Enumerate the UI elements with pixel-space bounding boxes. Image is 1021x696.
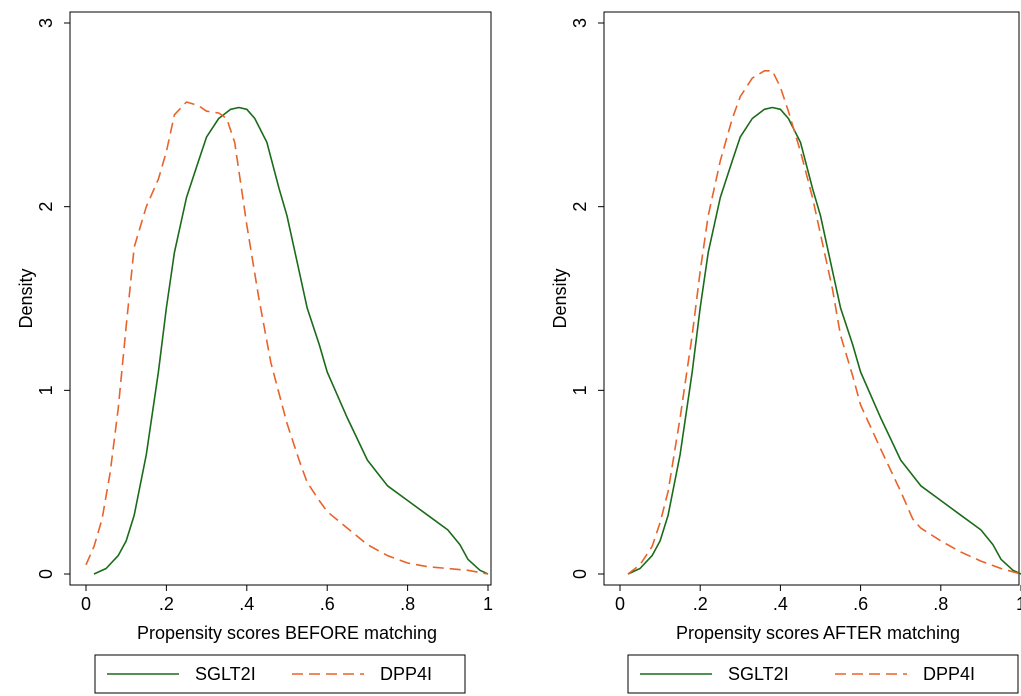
- legend-label: SGLT2I: [728, 664, 789, 684]
- plot-frame: [603, 11, 1020, 586]
- x-tick-label: .6: [320, 594, 335, 614]
- y-tick-label: 3: [36, 18, 56, 28]
- y-tick-label: 2: [36, 202, 56, 212]
- x-tick-label: .4: [239, 594, 254, 614]
- series-line-dpp4i: [85, 101, 489, 575]
- y-tick-label: 3: [570, 18, 590, 28]
- y-axis-title: Density: [550, 268, 570, 328]
- x-tick-label: .2: [159, 594, 174, 614]
- x-axis-title: Propensity scores BEFORE matching: [137, 623, 437, 643]
- series-line-sglt2i: [93, 106, 489, 575]
- y-tick-label: 2: [570, 202, 590, 212]
- plot-frame: [69, 11, 492, 586]
- x-tick-label: 0: [81, 594, 91, 614]
- legend-label: DPP4I: [923, 664, 975, 684]
- x-tick-label: .8: [400, 594, 415, 614]
- series-line-dpp4i: [627, 70, 1021, 575]
- x-tick-label: 1: [1016, 594, 1021, 614]
- x-tick-label: .4: [773, 594, 788, 614]
- x-tick-label: 0: [615, 594, 625, 614]
- series-line-sglt2i: [627, 106, 1021, 575]
- x-axis-title: Propensity scores AFTER matching: [676, 623, 960, 643]
- y-axis-title: Density: [16, 268, 36, 328]
- legend-label: SGLT2I: [195, 664, 256, 684]
- x-tick-label: .6: [853, 594, 868, 614]
- chart-panel-2: 0 1 2 3 0 .2 .4 .6 .8 1 Density Propensity scores A…: [550, 11, 1021, 694]
- y-tick-label: 1: [36, 385, 56, 395]
- y-tick-label: 0: [36, 569, 56, 579]
- y-tick-label: 1: [570, 385, 590, 395]
- x-tick-label: .8: [933, 594, 948, 614]
- legend-box: [94, 654, 466, 694]
- chart-panel-1: 0 1 2 3 0 .2 .4 .6 .8 1 Density Propensity scores B…: [16, 11, 493, 694]
- x-tick-label: 1: [483, 594, 493, 614]
- x-tick-label: .2: [693, 594, 708, 614]
- y-tick-label: 0: [570, 569, 590, 579]
- legend-label: DPP4I: [380, 664, 432, 684]
